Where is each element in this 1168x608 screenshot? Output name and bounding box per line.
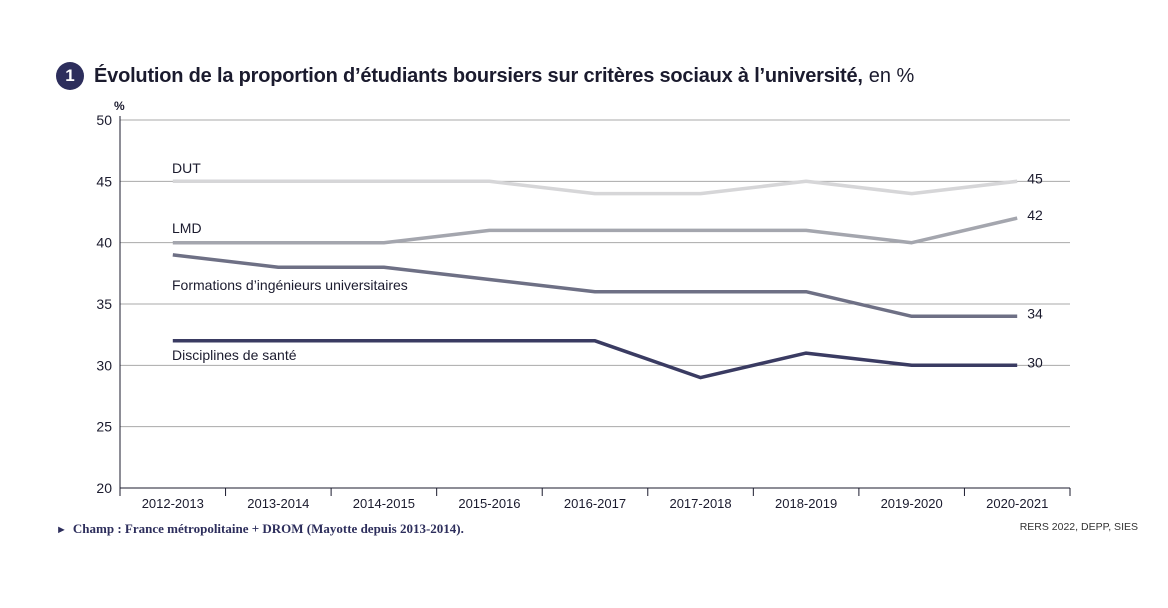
y-tick-label: 25 [96, 419, 112, 435]
end-value-label: 34 [1027, 305, 1043, 321]
x-tick-label: 2012-2013 [142, 496, 204, 511]
series-label: Formations d’ingénieurs universitaires [172, 277, 408, 293]
scope-note-text: Champ : France métropolitaine + DROM (Ma… [72, 521, 464, 536]
series-line [172, 253, 1018, 319]
y-axis-unit: % [114, 99, 125, 113]
series-line [172, 339, 1018, 380]
series-label: Disciplines de santé [172, 347, 297, 363]
y-tick-label: 45 [96, 173, 112, 189]
chart-title-row: 1 Évolution de la proportion d’étudiants… [56, 60, 914, 92]
series-label: DUT [172, 160, 201, 176]
series-line [172, 216, 1018, 245]
x-tick-label: 2014-2015 [353, 496, 415, 511]
chart-title-unit: en % [868, 64, 915, 87]
triangle-bullet-icon: ► [56, 524, 67, 536]
end-value-label: 42 [1027, 207, 1043, 223]
series-line [172, 179, 1018, 196]
y-tick-label: 40 [96, 235, 112, 251]
y-tick-label: 35 [96, 296, 112, 312]
chart-title: Évolution de la proportion d’étudiants b… [94, 64, 863, 87]
series-label: LMD [172, 220, 202, 236]
x-tick-label: 2020-2021 [986, 496, 1048, 511]
x-tick-label: 2019-2020 [881, 496, 943, 511]
x-tick-label: 2013-2014 [247, 496, 309, 511]
x-tick-label: 2018-2019 [775, 496, 837, 511]
end-value-label: 30 [1027, 354, 1043, 370]
figure-number-badge: 1 [56, 62, 84, 90]
x-tick-label: 2015-2016 [458, 496, 520, 511]
x-tick-label: 2016-2017 [564, 496, 626, 511]
y-tick-label: 20 [96, 480, 112, 496]
end-value-label: 45 [1027, 170, 1043, 186]
x-tick-label: 2017-2018 [669, 496, 731, 511]
scope-note: ► Champ : France métropolitaine + DROM (M… [56, 521, 464, 537]
y-tick-label: 30 [96, 357, 112, 373]
y-tick-label: 50 [96, 112, 112, 128]
source-credit: RERS 2022, DEPP, SIES [1019, 521, 1138, 533]
